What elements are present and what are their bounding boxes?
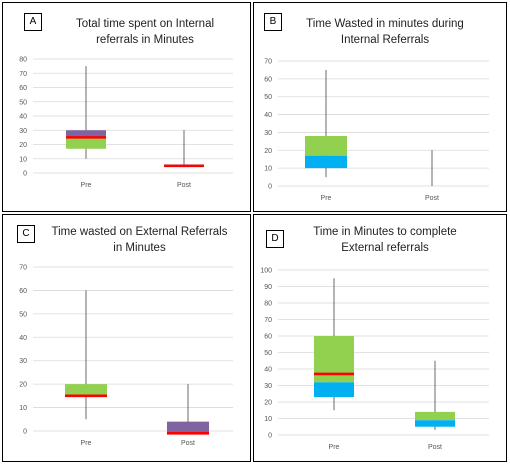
y-tick-label: 50 (264, 350, 272, 357)
chart-svg-b: 0 10 20 30 40 50 60 70 Pre Post (264, 59, 489, 202)
y-tick-label: 10 (19, 405, 27, 412)
chart-svg-d: 0 10 20 30 40 50 60 70 80 90 100 Pre Post (260, 268, 489, 451)
y-tick-label: 50 (19, 311, 27, 318)
chart-panel-c: C Time wasted on External Referrals in M… (2, 214, 251, 462)
y-tick-label: 20 (264, 148, 272, 155)
y-tick-label: 40 (264, 367, 272, 374)
y-tick-label: 10 (264, 416, 272, 423)
panel-label-c: C (17, 225, 35, 243)
chart-title-a: Total time spent on Internal referrals i… (75, 18, 215, 46)
y-tick-label: 60 (264, 76, 272, 83)
y-tick-label: 20 (264, 400, 272, 407)
chart-svg-a: 0 10 20 30 40 50 60 70 80 Pre Post (19, 57, 233, 189)
y-tick-label: 60 (19, 85, 27, 92)
box-upper-pre (66, 130, 106, 138)
box-upper-pre (305, 136, 347, 156)
y-tick-label: 60 (19, 288, 27, 295)
panel-label-d: D (266, 230, 284, 248)
y-tick-label: 70 (19, 265, 27, 272)
y-tick-label: 40 (264, 112, 272, 119)
chart-svg-c: 0 10 20 30 40 50 60 70 Pre Post (19, 265, 233, 447)
y-tick-label: 70 (19, 71, 27, 78)
y-tick-label: 0 (268, 433, 272, 440)
chart-title-c: Time wasted on External Referrals in Min… (51, 226, 228, 254)
y-tick-label: 50 (264, 94, 272, 101)
y-tick-label: 20 (19, 382, 27, 389)
panel-label-a: A (24, 13, 42, 31)
chart-panel-d: D Time in Minutes to complete External r… (253, 214, 507, 462)
x-category-label: Post (177, 182, 191, 189)
y-tick-label: 100 (260, 268, 272, 275)
y-tick-label: 0 (23, 429, 27, 436)
y-tick-label: 0 (23, 171, 27, 178)
y-tick-label: 70 (264, 317, 272, 324)
x-category-label: Pre (81, 182, 92, 189)
box-upper-post (167, 421, 209, 434)
x-category-label: Post (428, 444, 442, 451)
x-category-label: Post (425, 195, 439, 202)
chart-panel-b: B Time Wasted in minutes during Internal… (253, 2, 507, 212)
box-upper-pre (65, 384, 107, 396)
x-category-label: Post (181, 440, 195, 447)
panel-label-b: B (264, 13, 282, 31)
y-tick-label: 40 (19, 335, 27, 342)
y-tick-label: 50 (19, 99, 27, 106)
box-lower-pre (66, 137, 106, 149)
y-tick-label: 10 (264, 166, 272, 173)
box-lower-pre (305, 155, 347, 169)
y-tick-label: 80 (264, 301, 272, 308)
y-tick-label: 30 (19, 128, 27, 135)
box-lower-post (415, 420, 455, 427)
box-upper-pre (314, 336, 354, 383)
x-category-label: Pre (329, 444, 340, 451)
chart-title-b: Time Wasted in minutes during Internal R… (306, 18, 464, 46)
y-tick-label: 70 (264, 59, 272, 66)
x-category-label: Pre (321, 195, 332, 202)
y-tick-label: 60 (264, 334, 272, 341)
y-tick-label: 30 (264, 383, 272, 390)
y-tick-label: 30 (19, 358, 27, 365)
box-upper-post (415, 411, 455, 421)
x-category-label: Pre (81, 440, 92, 447)
box-lower-pre (314, 382, 354, 398)
y-tick-label: 90 (264, 284, 272, 291)
y-tick-label: 40 (19, 114, 27, 121)
y-tick-label: 0 (268, 184, 272, 191)
y-tick-label: 30 (264, 130, 272, 137)
y-tick-label: 80 (19, 57, 27, 64)
y-tick-label: 20 (19, 142, 27, 149)
chart-title-d: Time in Minutes to complete External ref… (313, 226, 457, 254)
y-tick-label: 10 (19, 156, 27, 163)
chart-panel-a: A Total time spent on Internal referrals… (2, 2, 251, 212)
